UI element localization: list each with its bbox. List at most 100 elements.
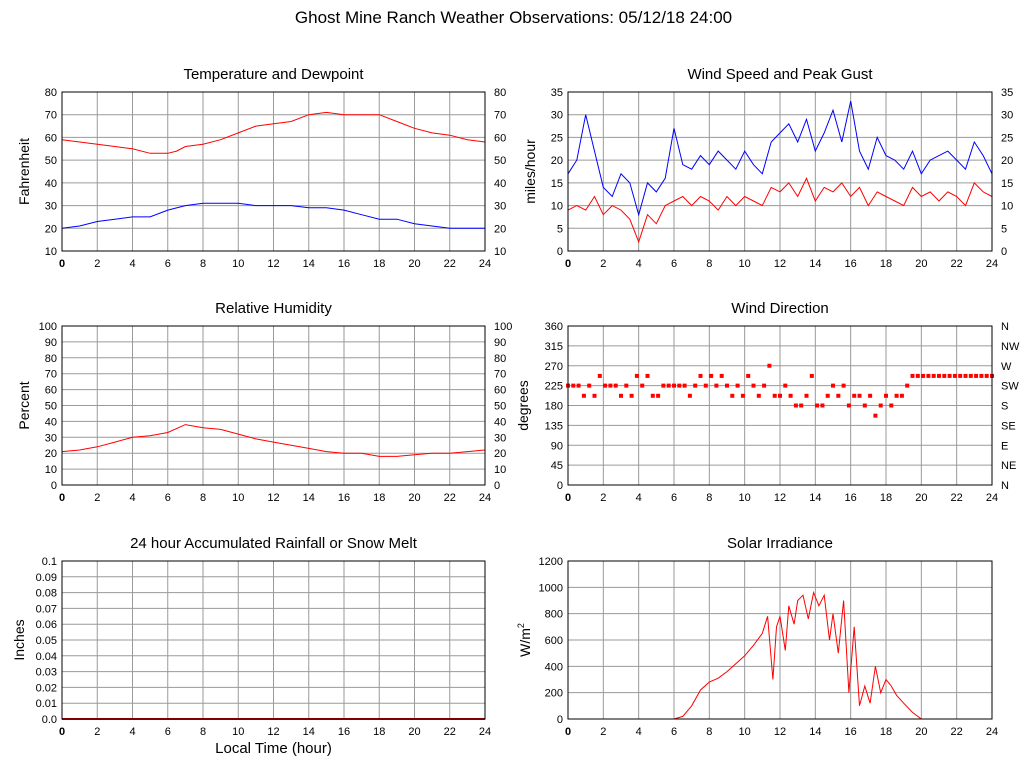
data-point [619,393,623,398]
x-tick-label: 0 [565,726,571,738]
data-point [857,393,862,398]
y-axis-label: degrees [515,380,531,431]
x-tick-label: 6 [165,492,171,504]
x-tick-label: 6 [165,258,171,270]
y-tick-label: 270 [545,361,563,373]
data-point [672,383,676,388]
x-tick-label: 20 [915,726,927,738]
x-tick-label: 24 [479,492,491,504]
chart-title: Temperature and Dewpoint [183,66,364,83]
y-axis-label: W/m2 [516,623,533,657]
y-tick-label: 0.06 [36,619,57,631]
x-tick-label: 10 [232,258,244,270]
chart-title: Relative Humidity [215,300,332,317]
data-point [650,393,655,398]
y-tick-label: 1200 [539,556,563,568]
data-point [608,383,613,388]
right-tick-label: S [1001,401,1008,413]
series-line-0 [568,590,992,720]
x-tick-label: 20 [408,726,420,738]
data-point [910,373,915,378]
plot-frame [567,325,993,486]
right-tick-label: NW [1001,341,1020,353]
right-tick-label: 10 [1001,201,1013,213]
data-point [656,393,661,398]
y-tick-label: 70 [45,369,57,381]
data-point [942,373,947,378]
data-point [820,403,825,408]
data-point [793,403,798,408]
x-tick-label: 0 [565,258,571,270]
data-point [693,383,698,388]
right-tick-label: 20 [1001,155,1013,167]
y-tick-label: 0.04 [36,651,57,663]
data-point [974,373,979,378]
x-tick-label: 2 [600,258,606,270]
data-point [899,393,904,398]
y-tick-label: 80 [45,87,57,99]
y-tick-label: 0.09 [36,572,57,584]
data-point [666,383,671,388]
data-point [576,383,581,388]
x-tick-label: 12 [267,492,279,504]
y-tick-label: 0.08 [36,588,57,600]
x-tick-label: 6 [671,726,677,738]
x-tick-label: 0 [59,492,65,504]
right-tick-label: 30 [494,432,506,444]
data-point [624,383,629,388]
right-tick-label: 90 [494,337,506,349]
data-point [587,383,592,388]
y-tick-label: 0.02 [36,682,57,694]
data-point [661,383,666,388]
x-tick-label: 12 [774,258,786,270]
right-tick-label: 35 [1001,87,1013,99]
x-tick-label: 24 [986,492,998,504]
y-tick-label: 100 [39,321,57,333]
x-tick-label: 12 [774,726,786,738]
x-tick-label: 24 [479,258,491,270]
x-tick-label: 14 [303,258,315,270]
data-point [634,373,639,378]
data-point [677,383,682,388]
data-point [841,383,846,388]
y-axis-label: Inches [11,619,27,660]
x-tick-label: 22 [951,726,963,738]
right-tick-label: 50 [494,401,506,413]
right-tick-label: 30 [494,201,506,213]
x-tick-label: 4 [129,492,135,504]
y-tick-label: 135 [545,420,563,432]
x-tick-label: 22 [444,726,456,738]
data-point [767,363,772,368]
x-tick-label: 14 [809,258,821,270]
y-tick-label: 1000 [539,582,563,594]
x-tick-label: 22 [444,492,456,504]
data-point [862,403,867,408]
right-tick-label: 40 [494,416,506,428]
right-tick-label: 0 [1001,246,1007,258]
data-point [915,373,920,378]
y-tick-label: 90 [551,440,563,452]
data-point [719,373,724,378]
y-tick-label: 50 [45,401,57,413]
data-point [984,373,989,378]
x-tick-label: 2 [94,258,100,270]
x-tick-label: 14 [303,726,315,738]
y-tick-label: 10 [45,246,57,258]
data-point [709,373,714,378]
y-tick-label: 0 [51,480,57,492]
data-point [968,373,973,378]
y-tick-label: 20 [45,448,57,460]
data-point [603,383,608,388]
data-point [687,393,692,398]
x-tick-label: 0 [59,726,65,738]
right-tick-label: W [1001,361,1012,373]
y-tick-label: 80 [45,353,57,365]
y-axis-label: miles/hour [522,139,538,204]
right-tick-label: 25 [1001,132,1013,144]
data-point [613,383,618,388]
x-tick-label: 16 [845,258,857,270]
x-tick-label: 8 [200,726,206,738]
data-point [921,373,926,378]
x-tick-label: 14 [809,726,821,738]
